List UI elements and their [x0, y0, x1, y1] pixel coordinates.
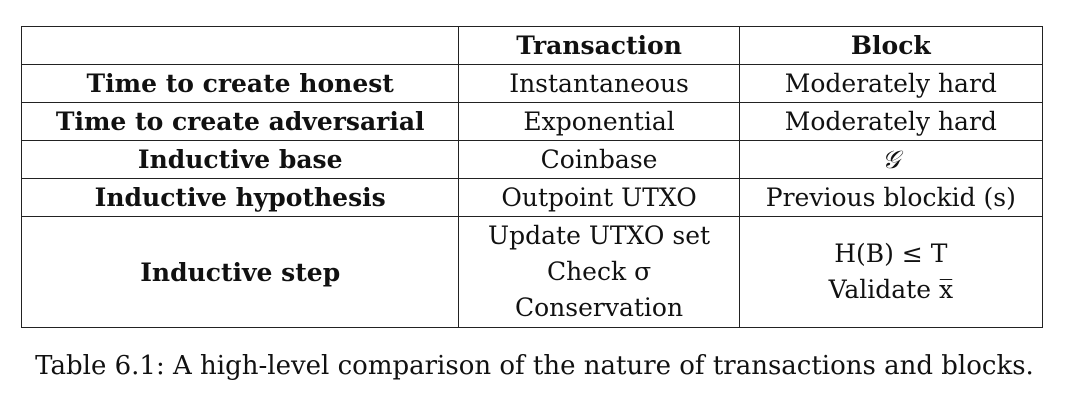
transaction-line: Check σ [546, 257, 652, 286]
row-label: Time to create honest [20, 64, 460, 103]
transaction-line: Update UTXO set [488, 221, 711, 250]
transaction-cell: Exponential [458, 102, 740, 141]
block-line: Validate x̅ [828, 275, 954, 304]
block-line: H(B) ≤ T [834, 239, 948, 268]
comparison-table: Transaction Block Time to create honest … [20, 26, 1044, 328]
transaction-cell: Instantaneous [458, 64, 740, 103]
block-cell: 𝒢 [738, 140, 1044, 179]
block-cell: H(B) ≤ T Validate x̅ [738, 216, 1044, 328]
table-row: Inductive hypothesis Outpoint UTXO Previ… [20, 178, 1044, 217]
table-header-row: Transaction Block [20, 26, 1044, 65]
header-block: Block [738, 26, 1044, 65]
row-label: Inductive step [20, 216, 460, 328]
block-cell: Moderately hard [738, 64, 1044, 103]
block-cell: Moderately hard [738, 102, 1044, 141]
row-label: Time to create adversarial [20, 102, 460, 141]
transaction-cell: Outpoint UTXO [458, 178, 740, 217]
table-row: Inductive step Update UTXO set Check σ C… [20, 216, 1044, 328]
transaction-cell: Update UTXO set Check σ Conservation [458, 216, 740, 328]
row-label: Inductive hypothesis [20, 178, 460, 217]
table-row: Inductive base Coinbase 𝒢 [20, 140, 1044, 179]
comparison-table-container: Transaction Block Time to create honest … [20, 26, 1044, 328]
table-caption: Table 6.1: A high-level comparison of th… [35, 351, 1034, 381]
row-label: Inductive base [20, 140, 460, 179]
transaction-cell: Coinbase [458, 140, 740, 179]
header-empty [20, 26, 460, 65]
block-cell: Previous blockid (s) [738, 178, 1044, 217]
transaction-line: Conservation [515, 293, 684, 322]
table-row: Time to create honest Instantaneous Mode… [20, 64, 1044, 103]
header-transaction: Transaction [458, 26, 740, 65]
table-row: Time to create adversarial Exponential M… [20, 102, 1044, 141]
